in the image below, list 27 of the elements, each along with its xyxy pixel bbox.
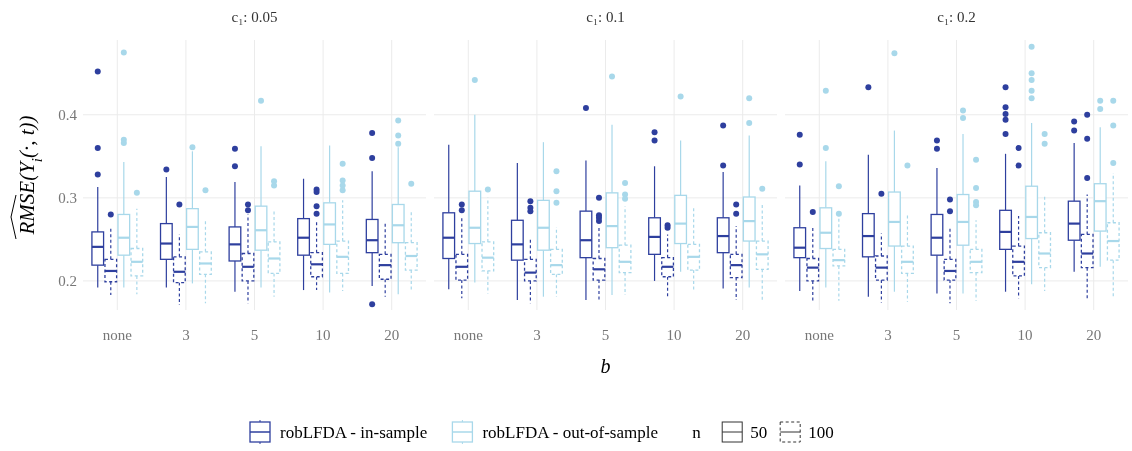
x-axis-title: b: [600, 355, 611, 377]
y-tick-label: 0.3: [58, 190, 77, 207]
legend-label: robLFDA - in-sample: [280, 422, 428, 442]
text: 50: [750, 422, 768, 442]
chart-title: c₁: 0.05: [231, 9, 278, 25]
x-tick-label: 10: [315, 327, 331, 343]
x-tick-label: 10: [666, 327, 682, 343]
x-tick-label: 3: [182, 327, 190, 343]
legend-label: robLFDA - out-of-sample: [482, 422, 659, 442]
y-tick-label: 0.4: [58, 107, 78, 124]
x-tick-label: none: [804, 327, 835, 343]
x-tick-label: 5: [250, 327, 259, 343]
text: 100: [808, 422, 834, 442]
chart-title: c₁: 0.1: [586, 9, 625, 25]
x-tick-label: 3: [884, 327, 892, 343]
chart-title: c₁: 0.2: [937, 9, 976, 25]
x-tick-label: 10: [1017, 327, 1033, 343]
x-tick-label: 5: [952, 327, 961, 343]
x-tick-label: none: [102, 327, 133, 343]
text: n: [692, 422, 702, 442]
x-tick-label: 20: [1086, 327, 1102, 343]
x-tick-label: none: [453, 327, 484, 343]
y-tick-label: 0.2: [58, 273, 77, 290]
x-tick-label: 20: [384, 327, 400, 343]
x-tick-label: 5: [601, 327, 610, 343]
x-tick-label: 20: [735, 327, 751, 343]
x-tick-label: 3: [533, 327, 541, 343]
